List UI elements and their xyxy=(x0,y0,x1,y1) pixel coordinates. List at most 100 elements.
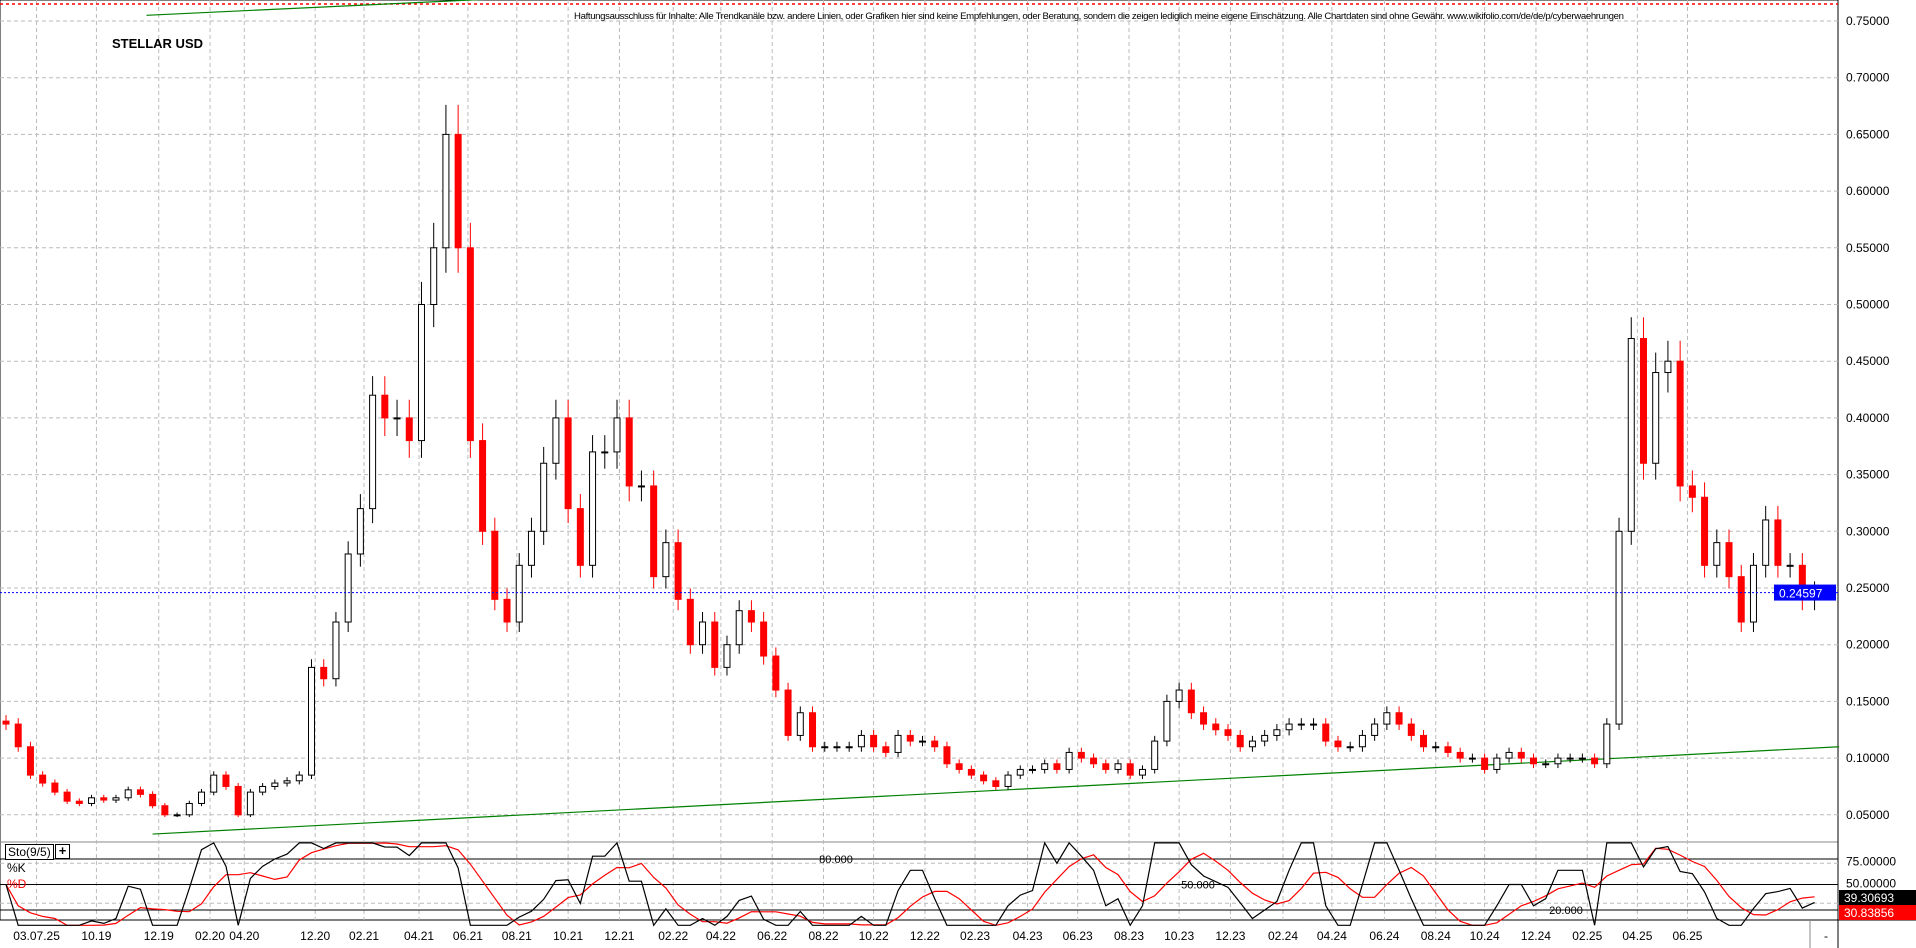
candle-body xyxy=(1322,723,1330,742)
candle-body xyxy=(1187,689,1195,714)
candle-body xyxy=(1383,712,1391,725)
x-tick-label: 02.25 xyxy=(1572,929,1602,943)
candle-body xyxy=(833,746,841,749)
candle-body xyxy=(149,793,157,807)
x-tick-label: 12.19 xyxy=(144,929,174,943)
x-tick-label: 08.21 xyxy=(502,929,532,943)
stochastic-indicator-label[interactable]: Sto(9/5) xyxy=(5,844,54,860)
candle-body xyxy=(1041,763,1049,770)
stochastic-axis-label: 75.00000 xyxy=(1846,854,1896,868)
axis-corner: - xyxy=(1824,929,1828,943)
candle-body xyxy=(454,133,462,249)
candle-body xyxy=(234,785,242,816)
stochastic-level-label: 80.000 xyxy=(819,854,853,866)
candle-body xyxy=(760,621,768,657)
candle-body xyxy=(442,133,450,249)
candle-body xyxy=(283,780,291,784)
candle-body xyxy=(1175,689,1183,702)
candle-body xyxy=(784,689,792,736)
candle-body xyxy=(1395,712,1403,725)
candle-body xyxy=(552,417,560,464)
candle-body xyxy=(222,774,230,787)
k-value-badge xyxy=(1839,890,1916,905)
candle-body xyxy=(527,530,535,566)
candle-body xyxy=(344,553,352,623)
candle-body xyxy=(1077,751,1085,759)
candle-body xyxy=(430,247,438,306)
candle-body xyxy=(1578,757,1586,760)
k-line-label: %K xyxy=(7,861,26,875)
candle-body xyxy=(882,746,890,753)
candle-body xyxy=(796,712,804,736)
candle-body xyxy=(124,789,132,799)
x-tick-label: 06.23 xyxy=(1063,929,1093,943)
stochastic-d-line xyxy=(5,842,1815,926)
candle-body xyxy=(173,814,181,817)
candle-body xyxy=(1358,734,1366,748)
candle-body xyxy=(417,304,425,442)
x-tick-label: 08.24 xyxy=(1421,929,1451,943)
candle-body xyxy=(943,746,951,765)
x-tick-label: 04.20 xyxy=(229,929,259,943)
k-value: 39.30693 xyxy=(1844,891,1894,905)
x-tick-label: 08.23 xyxy=(1114,929,1144,943)
candle-body xyxy=(1224,729,1232,736)
trendline xyxy=(146,0,485,16)
y-tick-label: 0.60000 xyxy=(1846,184,1890,198)
chart-title: STELLAR USD xyxy=(112,36,203,51)
add-indicator-button[interactable]: + xyxy=(55,844,70,859)
candle-body xyxy=(1432,746,1440,749)
candle-body xyxy=(1016,768,1024,776)
candle-body xyxy=(1554,757,1562,765)
candle-body xyxy=(576,508,584,566)
candle-body xyxy=(479,440,487,532)
d-value: 30.83856 xyxy=(1844,906,1894,920)
candle-body xyxy=(210,774,218,793)
x-tick-label: 08.22 xyxy=(809,929,839,943)
candle-body xyxy=(1591,757,1599,765)
x-tick-label: 10.22 xyxy=(859,929,889,943)
stochastic-level-label: 20.000 xyxy=(1549,905,1583,917)
x-tick-label: 04.23 xyxy=(1013,929,1043,943)
candle-body xyxy=(1053,763,1061,770)
candle-body xyxy=(1652,372,1660,464)
x-tick-label: 10.21 xyxy=(553,929,583,943)
plot-frame xyxy=(0,0,1839,921)
x-tick-label: 06.21 xyxy=(453,929,483,943)
candle-body xyxy=(1236,734,1244,748)
disclaimer-text: Haftungsausschluss für Inhalte: Alle Tre… xyxy=(574,11,1624,22)
candle-body xyxy=(1456,751,1464,759)
candle-body xyxy=(1725,542,1733,578)
candle-body xyxy=(1505,751,1513,759)
candle-body xyxy=(699,621,707,646)
candle-body xyxy=(1028,768,1036,771)
candle-body xyxy=(1713,542,1721,566)
candle-body xyxy=(246,791,254,816)
candle-body xyxy=(1517,751,1525,759)
candle-body xyxy=(821,746,829,749)
candle-body xyxy=(1126,763,1134,776)
candle-body xyxy=(88,797,96,804)
candle-body xyxy=(259,785,267,793)
candle-body xyxy=(491,530,499,600)
y-tick-label: 0.10000 xyxy=(1846,751,1890,765)
candle-body xyxy=(2,720,10,725)
y-tick-label: 0.40000 xyxy=(1846,411,1890,425)
candle-body xyxy=(735,610,743,646)
candle-body xyxy=(955,763,963,770)
candle-body xyxy=(674,542,682,600)
candle-body xyxy=(320,666,328,680)
y-tick-label: 0.35000 xyxy=(1846,468,1890,482)
candle-body xyxy=(14,723,22,748)
candle-body xyxy=(1762,519,1770,566)
candle-body xyxy=(1310,723,1318,726)
candle-body xyxy=(1090,757,1098,765)
candle-body xyxy=(992,780,1000,787)
candle-body xyxy=(515,564,523,623)
candle-body xyxy=(613,417,621,453)
candle-body xyxy=(1114,763,1122,770)
d-value-badge xyxy=(1839,905,1916,920)
candle-body xyxy=(1481,757,1489,770)
x-tick-label: 06.25 xyxy=(1672,929,1702,943)
